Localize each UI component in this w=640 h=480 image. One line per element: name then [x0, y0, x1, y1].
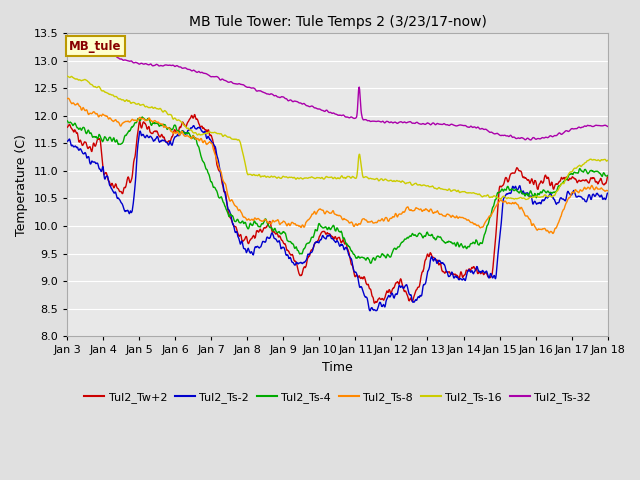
X-axis label: Time: Time [322, 361, 353, 374]
Y-axis label: Temperature (C): Temperature (C) [15, 133, 28, 236]
Text: MB_tule: MB_tule [69, 39, 122, 53]
Legend: Tul2_Tw+2, Tul2_Ts-2, Tul2_Ts-4, Tul2_Ts-8, Tul2_Ts-16, Tul2_Ts-32: Tul2_Tw+2, Tul2_Ts-2, Tul2_Ts-4, Tul2_Ts… [79, 387, 595, 407]
Title: MB Tule Tower: Tule Temps 2 (3/23/17-now): MB Tule Tower: Tule Temps 2 (3/23/17-now… [189, 15, 486, 29]
